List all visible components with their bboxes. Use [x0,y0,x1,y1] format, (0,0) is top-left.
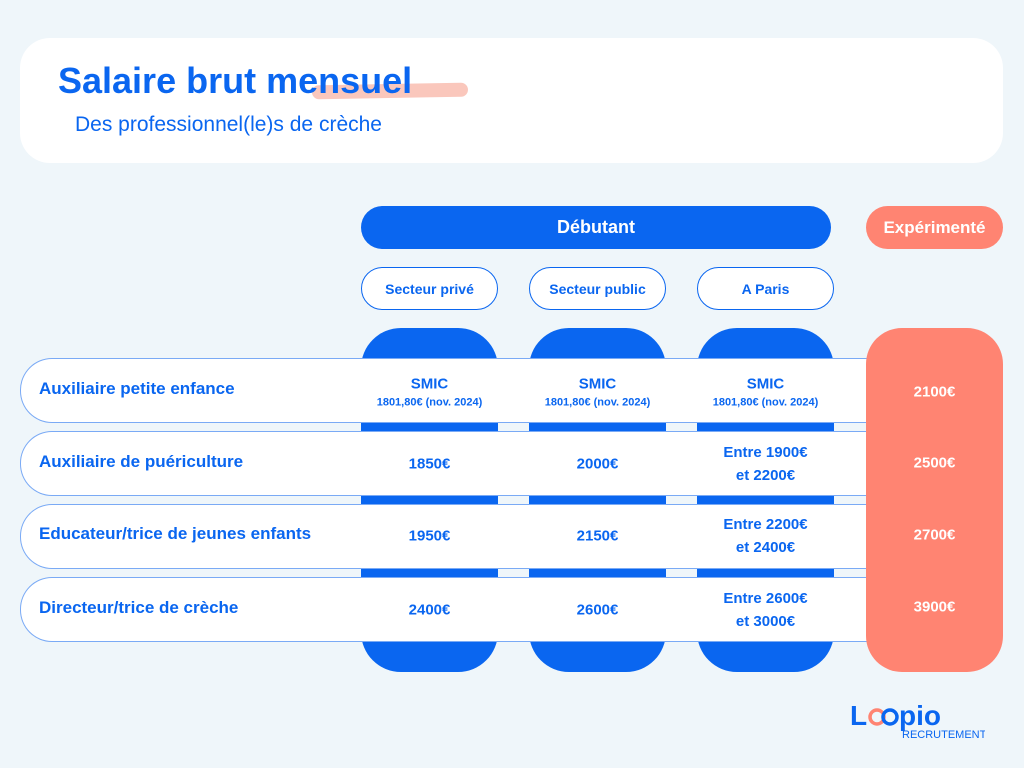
svg-text:RECRUTEMENT: RECRUTEMENT [902,729,985,741]
salary-value: Entre 2600€ [723,590,808,607]
salary-value: SMIC [746,375,785,393]
table-row [20,431,880,496]
table-row [20,358,880,423]
salary-public: 2600€ [576,601,619,619]
loopio-logo-icon: L pio RECRUTEMENT [850,700,987,741]
salary-experienced: 2500€ [913,454,956,472]
salary-private: 2400€ [408,601,451,619]
salary-paris: Entre 2600€ et 3000€ [697,587,834,633]
job-label: Auxiliaire de puériculture [39,452,244,471]
header-card [20,38,1003,163]
salary-experienced: 2100€ [913,383,956,401]
salary-value: Entre 1900€ [723,444,808,461]
svg-text:pio: pio [899,700,941,731]
experienced-header: Expérimenté [866,206,1003,249]
salary-paris: SMIC 1801,80€ (nov. 2024) [697,373,834,410]
beginner-header: Débutant [361,206,831,249]
salary-note: 1801,80€ (nov. 2024) [712,396,819,409]
sector-private-header: Secteur privé [361,267,498,310]
column-experienced [866,328,1003,672]
salary-value: SMIC [578,375,617,393]
salary-value: Entre 2200€ [723,516,808,533]
salary-experienced: 3900€ [913,598,956,616]
loopio-logo: L pio RECRUTEMENT [850,700,987,750]
salary-private: 1950€ [408,527,451,545]
salary-note: 1801,80€ (nov. 2024) [376,396,483,409]
salary-value: et 2400€ [735,539,796,556]
job-label: Educateur/trice de jeunes enfants [39,524,312,543]
salary-note: 1801,80€ (nov. 2024) [544,396,651,409]
salary-public: 2150€ [576,527,619,545]
salary-public: 2000€ [576,455,619,473]
table-row [20,504,880,569]
salary-paris: Entre 1900€ et 2200€ [697,441,834,487]
salary-experienced: 2700€ [913,526,956,544]
salary-value: SMIC [410,375,449,393]
sector-paris-header: A Paris [697,267,834,310]
job-label: Directeur/trice de crèche [39,598,239,617]
table-row [20,577,880,642]
salary-paris: Entre 2200€ et 2400€ [697,513,834,559]
salary-value: et 3000€ [735,613,796,630]
page-subtitle: Des professionnel(le)s de crèche [75,113,382,136]
salary-public: SMIC 1801,80€ (nov. 2024) [529,373,666,410]
job-label: Auxiliaire petite enfance [39,379,235,398]
svg-text:L: L [850,700,867,731]
salary-private: SMIC 1801,80€ (nov. 2024) [361,373,498,410]
sector-public-header: Secteur public [529,267,666,310]
salary-value: et 2200€ [735,467,796,484]
page-title: Salaire brut mensuel [58,60,413,101]
salary-private: 1850€ [408,455,451,473]
